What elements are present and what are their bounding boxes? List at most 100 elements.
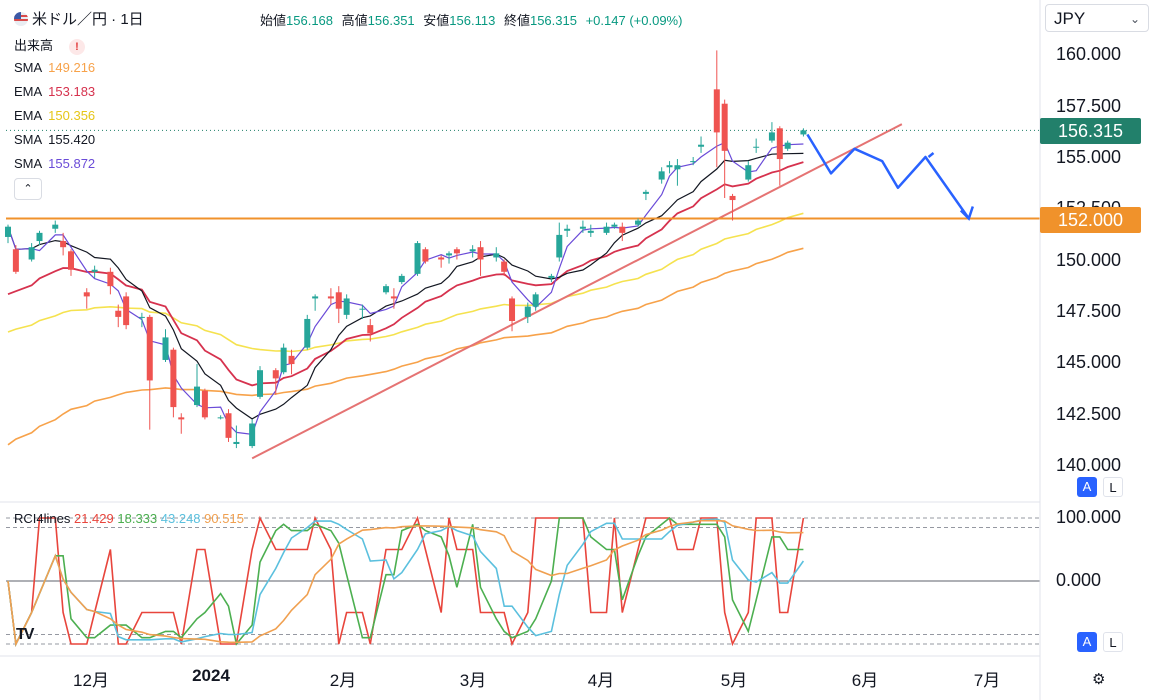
candle-body (327, 296, 334, 299)
time-tick: 7月 (973, 671, 1001, 690)
candle-body (359, 308, 366, 310)
tradingview-logo[interactable]: TV (16, 626, 35, 643)
candle-body (272, 370, 279, 379)
symbol-title: 米ドル／円 · 1日 (32, 11, 144, 28)
candle-body (162, 337, 169, 360)
time-tick: 2024 (192, 666, 230, 685)
candle-body (501, 261, 508, 272)
warning-icon[interactable]: ! (69, 39, 86, 55)
rci-long-line (7, 518, 805, 647)
candle-body (398, 275, 405, 283)
candle-body (170, 349, 177, 408)
high-value: 156.351 (367, 13, 415, 28)
price-tick: 147.500 (1056, 301, 1122, 321)
candle-body (768, 132, 775, 141)
rci-log-scale-button[interactable]: L (1103, 632, 1123, 652)
low-value: 156.113 (449, 13, 496, 28)
collapse-legend-button[interactable]: ⌃ (14, 178, 42, 200)
candle-body (257, 370, 264, 397)
legend-item-value: 150.356 (48, 108, 96, 123)
candle-body (524, 306, 531, 317)
candle-body (446, 253, 453, 256)
candle-body (288, 355, 295, 365)
legend-item-name: SMA (14, 156, 43, 171)
legend-item[interactable]: SMA 155.872 (14, 156, 95, 171)
currency-select[interactable]: JPY ⌄ (1045, 4, 1149, 32)
rci-value: 21.429 (73, 511, 114, 526)
legend-item-name: SMA (14, 132, 43, 147)
change-value: +0.147 (+0.09%) (585, 13, 683, 28)
volume-label: 出来高 (14, 38, 54, 53)
rci-xlong-line (7, 519, 804, 647)
candle-body (146, 316, 153, 381)
legend-item-name: EMA (14, 108, 43, 123)
ema-slow-line (7, 212, 804, 353)
sma-long-line (7, 247, 804, 446)
trendline (251, 123, 903, 460)
currency-value: JPY (1054, 9, 1086, 28)
sma-short-line (7, 141, 804, 436)
us-flag-icon (14, 12, 28, 26)
ohlc-readout: 始値156.168 高値156.351 安値156.113 終値156.315 … (260, 10, 687, 29)
candle-body (233, 441, 240, 444)
time-tick: 6月 (851, 671, 879, 690)
log-scale-button[interactable]: L (1103, 477, 1123, 497)
price-tick: 150.000 (1056, 250, 1122, 270)
candle-body (249, 423, 256, 447)
ema-fast-line (7, 161, 804, 387)
candle-body (587, 230, 594, 233)
candle-body (115, 310, 122, 317)
candle-body (123, 296, 130, 326)
candle-body (477, 247, 484, 260)
candle-body (438, 257, 445, 260)
rci-auto-scale-button[interactable]: A (1077, 632, 1097, 652)
time-tick: 2月 (329, 671, 357, 690)
legend-volume[interactable]: 出来高! (14, 35, 86, 55)
candle-body (556, 234, 563, 258)
legend-item-value: 155.872 (48, 156, 96, 171)
legend-item[interactable]: SMA 149.216 (14, 60, 95, 75)
candle-body (721, 103, 728, 151)
rci-value: 90.515 (204, 511, 244, 526)
price-tick: 140.000 (1056, 455, 1122, 475)
candle-body (178, 417, 185, 420)
price-tick: 142.500 (1056, 404, 1122, 424)
legend-item-name: EMA (14, 84, 43, 99)
candle-body (83, 292, 90, 297)
rci-value: 18.333 (117, 511, 158, 526)
price-tick: 145.000 (1056, 352, 1122, 372)
symbol-header[interactable]: 米ドル／円 · 1日 (14, 8, 144, 29)
candle-body (509, 298, 516, 321)
open-label: 始値 (260, 13, 287, 28)
pane-frame (0, 0, 1041, 700)
candle-body (138, 316, 145, 318)
candle-body (800, 130, 807, 135)
sma-mid-line (7, 152, 804, 420)
price-tick: 157.500 (1056, 96, 1122, 116)
candle-body (36, 232, 43, 242)
auto-scale-button[interactable]: A (1077, 477, 1097, 497)
settings-icon[interactable]: ⚙ (1092, 671, 1106, 688)
rci-value: 43.248 (160, 511, 201, 526)
rci-tick: 0.000 (1056, 570, 1102, 590)
candle-body (713, 89, 720, 133)
forecast-line (806, 133, 970, 220)
candle-body (784, 142, 791, 149)
candle-body (532, 294, 539, 307)
candles (5, 50, 807, 449)
legend-item[interactable]: SMA 155.420 (14, 132, 95, 147)
candle-body (690, 161, 697, 163)
candle-body (201, 390, 208, 418)
rci-legend[interactable]: RCI4lines 21.429 18.333 43.248 90.515 (14, 511, 244, 526)
legend-item[interactable]: EMA 153.183 (14, 84, 95, 99)
candle-body (312, 296, 319, 299)
legend-item-value: 149.216 (48, 60, 96, 75)
candle-body (304, 318, 311, 348)
legend-item[interactable]: EMA 150.356 (14, 108, 95, 123)
high-label: 高値 (341, 13, 368, 28)
candle-body (493, 253, 500, 258)
candle-body (619, 226, 626, 233)
candle-body (60, 241, 67, 248)
candle-body (666, 165, 673, 168)
